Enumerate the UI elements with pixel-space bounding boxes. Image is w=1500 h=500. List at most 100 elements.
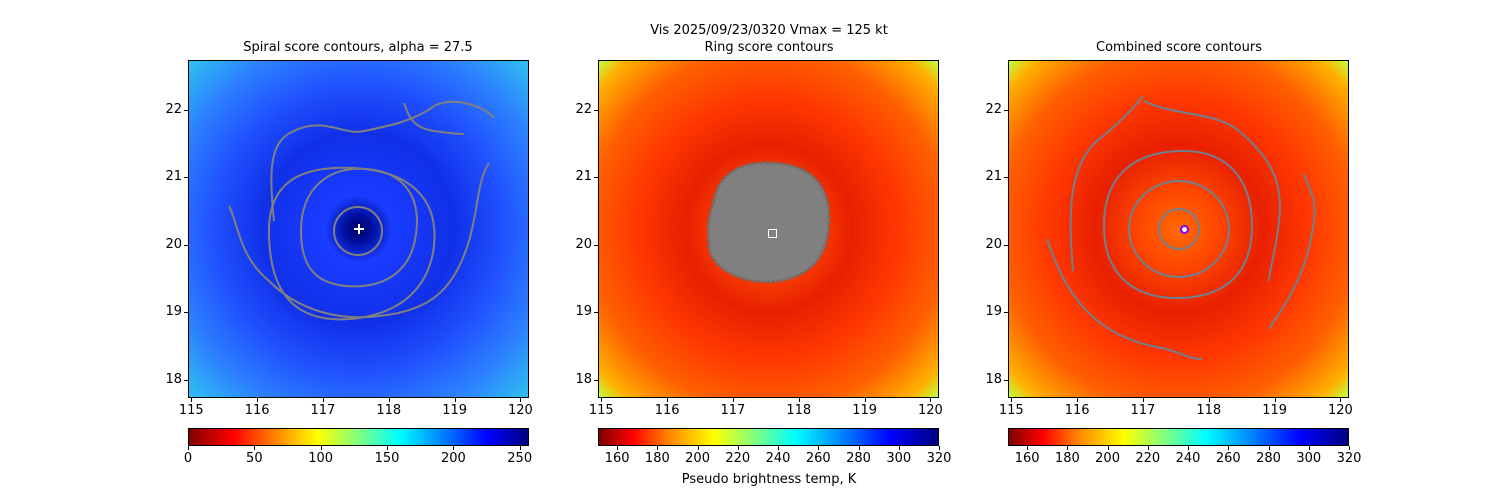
colorbar-tick-mark — [1268, 446, 1270, 450]
colorbar-tick-mark — [1308, 446, 1310, 450]
colorbar-tick-mark — [1349, 446, 1350, 450]
y-tick-label: 21 — [165, 169, 182, 185]
colorbar-tick-mark — [818, 446, 820, 450]
contour-line — [1128, 180, 1231, 278]
contour-line — [228, 162, 490, 319]
x-tick-label: 115 — [998, 403, 1024, 418]
y-tick-mark — [184, 244, 188, 246]
contour-line — [270, 101, 495, 222]
y-tick-mark — [1004, 312, 1008, 314]
y-tick-mark — [594, 177, 598, 179]
colorbar-tick-label: 180 — [1054, 451, 1080, 466]
x-tick-mark — [864, 398, 866, 402]
colorbar-tick-mark — [617, 446, 619, 450]
colorbar-tick-label: 150 — [374, 451, 400, 466]
colorbar-tick-mark — [858, 446, 860, 450]
x-tick-label: 115 — [588, 403, 614, 418]
x-tick-mark — [1340, 398, 1342, 402]
colorbar-tick-mark — [697, 446, 699, 450]
y-tick-label: 18 — [575, 371, 592, 387]
contour-line — [333, 206, 384, 256]
colorbar-tick-mark — [939, 446, 940, 450]
figure-suptitle: Vis 2025/09/23/0320 Vmax = 125 kt — [650, 23, 888, 38]
x-tick-label: 120 — [918, 403, 943, 418]
x-tick-mark — [257, 398, 259, 402]
contour-line — [1143, 100, 1281, 282]
colorbar-tick-label: 260 — [1215, 451, 1241, 466]
colorbar-tick-label: 160 — [1014, 451, 1040, 466]
x-tick-label: 120 — [508, 403, 533, 418]
y-tick-label: 22 — [165, 101, 182, 117]
x-tick-mark — [798, 398, 800, 402]
panel3-colorbar — [1008, 428, 1349, 446]
contour-line — [267, 166, 436, 321]
colorbar-tick-label: 260 — [805, 451, 831, 466]
panel1-contours — [228, 101, 495, 321]
y-tick-mark — [1004, 379, 1008, 381]
contour-line — [403, 102, 465, 135]
y-tick-mark — [594, 109, 598, 111]
colorbar-tick-mark — [898, 446, 900, 450]
x-tick-label: 119 — [1262, 403, 1288, 418]
colorbar-tick-mark — [1228, 446, 1230, 450]
colorbar-tick-label: 50 — [246, 451, 263, 466]
y-tick-label: 19 — [985, 304, 1002, 320]
x-tick-mark — [1142, 398, 1144, 402]
colorbar-tick-label: 200 — [1095, 451, 1120, 466]
y-tick-label: 20 — [165, 236, 182, 252]
colorbar-tick-mark — [737, 446, 739, 450]
x-tick-label: 117 — [310, 403, 336, 418]
x-tick-label: 116 — [654, 403, 680, 418]
y-tick-label: 20 — [985, 236, 1002, 252]
y-tick-label: 20 — [575, 236, 592, 252]
colorbar-tick-label: 280 — [846, 451, 871, 466]
y-tick-label: 19 — [165, 304, 182, 320]
panel2-colorbar — [598, 428, 939, 446]
colorbar-label: Pseudo brightness temp, K — [681, 472, 857, 487]
x-tick-label: 117 — [720, 403, 746, 418]
y-tick-mark — [594, 312, 598, 314]
y-tick-mark — [1004, 109, 1008, 111]
x-tick-mark — [732, 398, 734, 402]
y-tick-mark — [184, 312, 188, 314]
x-tick-label: 116 — [1064, 403, 1090, 418]
center-marker-circle — [1179, 225, 1189, 235]
center-marker-square — [768, 228, 778, 238]
x-tick-mark — [1011, 398, 1013, 402]
colorbar-tick-mark — [254, 446, 256, 450]
y-tick-mark — [1004, 177, 1008, 179]
x-tick-mark — [1208, 398, 1210, 402]
colorbar-tick-mark — [1027, 446, 1029, 450]
colorbar-tick-mark — [188, 446, 189, 450]
colorbar-tick-mark — [1147, 446, 1149, 450]
x-tick-mark — [388, 398, 390, 402]
colorbar-tick-label: 220 — [725, 451, 751, 466]
colorbar-tick-label: 280 — [1256, 451, 1281, 466]
contour-line — [1158, 208, 1201, 250]
panel1-title: Spiral score contours, alpha = 27.5 — [243, 40, 473, 55]
panel3-contours — [1046, 95, 1316, 360]
x-tick-label: 120 — [1328, 403, 1353, 418]
contour-line — [1102, 149, 1254, 300]
y-tick-mark — [184, 177, 188, 179]
colorbar-tick-mark — [387, 446, 389, 450]
x-tick-mark — [1077, 398, 1079, 402]
x-tick-label: 118 — [1196, 403, 1222, 418]
panel2-contours — [706, 161, 831, 284]
y-tick-label: 21 — [985, 169, 1002, 185]
colorbar-tick-label: 160 — [604, 451, 630, 466]
colorbar-tick-mark — [1107, 446, 1109, 450]
x-tick-label: 116 — [244, 403, 270, 418]
colorbar-tick-mark — [778, 446, 780, 450]
contour-region — [706, 161, 831, 284]
y-tick-label: 18 — [165, 371, 182, 387]
colorbar-tick-mark — [453, 446, 455, 450]
y-tick-mark — [1004, 244, 1008, 246]
x-tick-label: 117 — [1130, 403, 1156, 418]
y-tick-mark — [184, 379, 188, 381]
colorbar-tick-mark — [320, 446, 322, 450]
x-tick-label: 118 — [786, 403, 812, 418]
colorbar-tick-mark — [1067, 446, 1069, 450]
x-tick-label: 119 — [442, 403, 468, 418]
colorbar-tick-label: 180 — [644, 451, 670, 466]
